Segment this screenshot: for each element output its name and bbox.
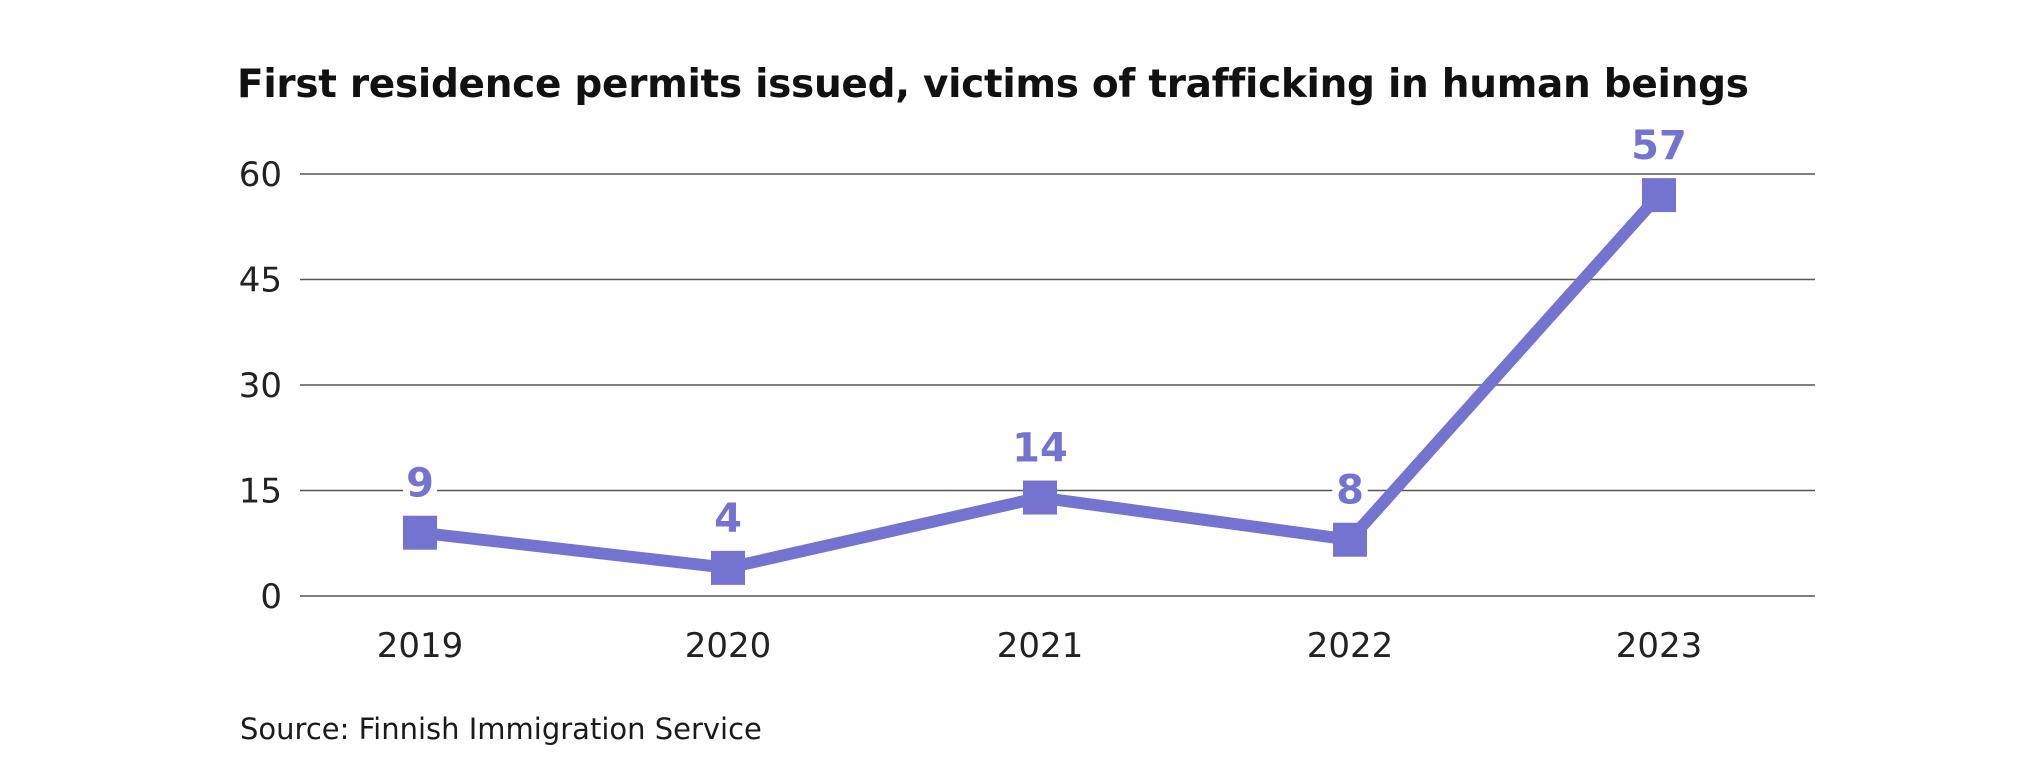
y-tick-label: 60 [239,155,282,195]
y-tick-label: 15 [239,472,282,512]
data-label: 57 [1631,123,1687,169]
x-tick-label: 2019 [377,626,464,666]
y-tick-label: 30 [239,366,282,406]
data-label: 14 [1012,426,1068,472]
x-tick-label: 2021 [997,626,1084,666]
y-tick-label: 0 [260,577,282,617]
x-tick-label: 2023 [1616,626,1703,666]
x-tick-label: 2020 [685,626,772,666]
x-axis-tick-labels: 2019 2020 2021 2022 2023 [377,626,1703,666]
y-axis-tick-labels: 0 15 30 45 60 [239,155,282,617]
data-point-2019 [403,515,437,550]
data-labels: 9 4 14 8 57 [399,116,1694,549]
data-label: 8 [1336,468,1364,514]
gridlines [300,173,1815,597]
data-point-2021 [1023,480,1057,515]
series-markers [403,178,1676,585]
source-note: Source: Finnish Immigration Service [240,712,762,746]
x-tick-label: 2022 [1307,626,1394,666]
data-point-2020 [711,550,745,585]
data-label: 9 [406,461,434,507]
chart-title: First residence permits issued, victims … [237,62,1749,107]
y-tick-label: 45 [239,261,282,301]
data-point-2023 [1642,178,1676,213]
data-point-2022 [1333,522,1367,557]
data-label: 4 [714,496,742,542]
